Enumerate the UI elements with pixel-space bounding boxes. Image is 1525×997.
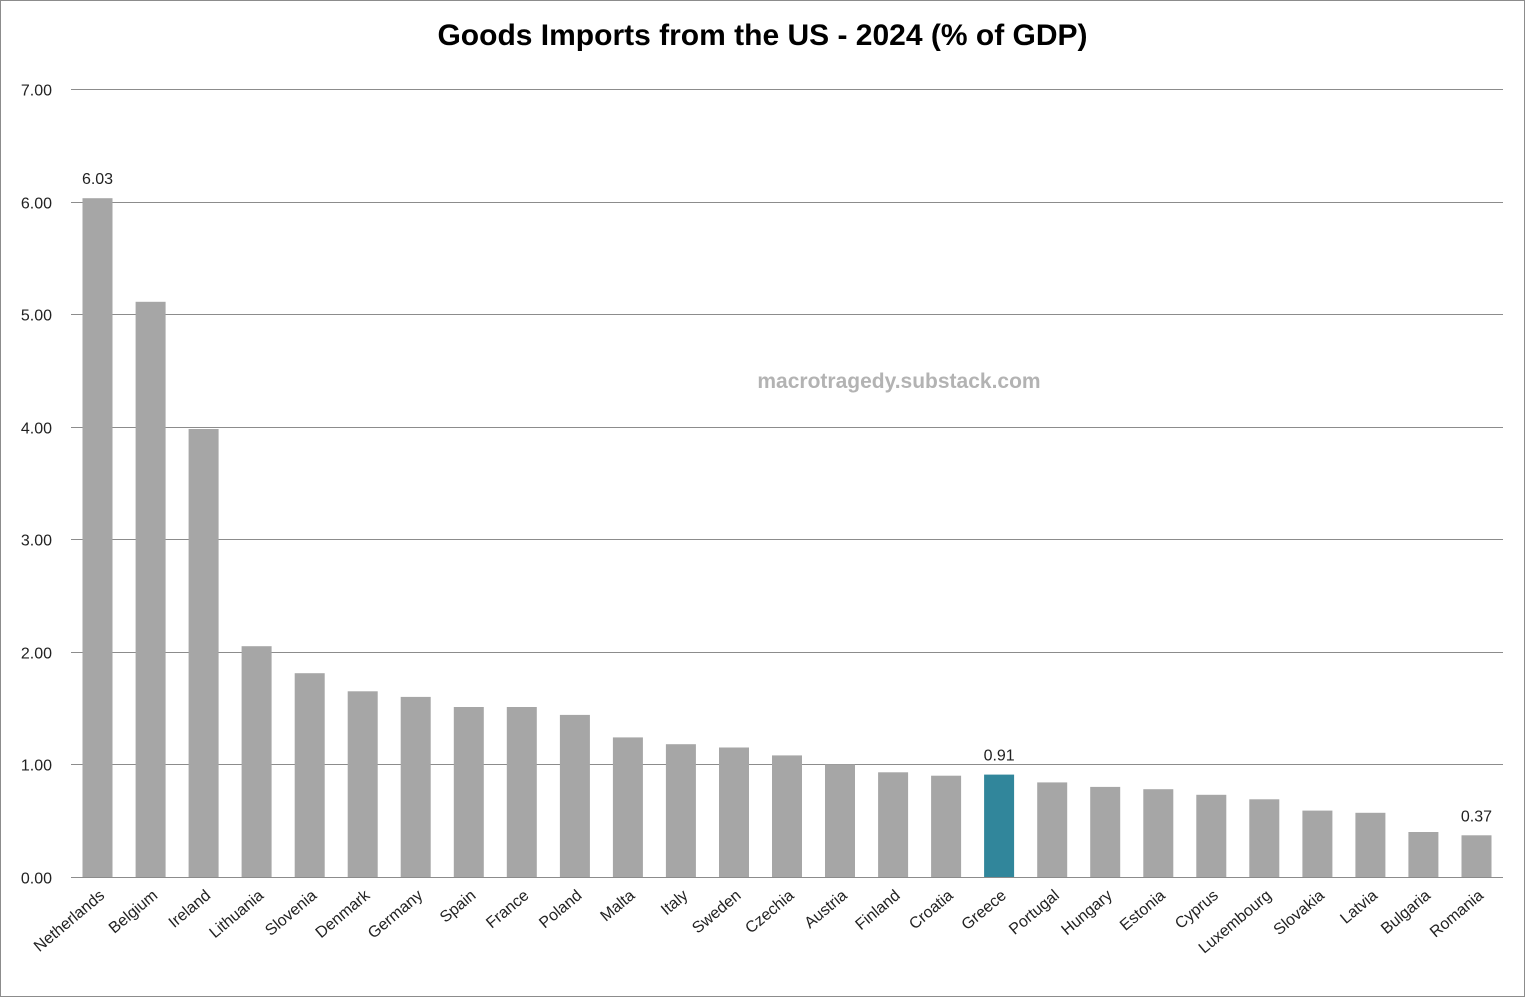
bar-slovenia (294, 673, 325, 877)
y-tick-label: 6.00 (21, 196, 52, 213)
y-tick-label: 1.00 (21, 758, 52, 775)
bar-czechia (772, 755, 802, 877)
x-tick-label: France (483, 887, 532, 932)
x-tick-label: Finland (853, 887, 904, 934)
bar-bulgaria (1408, 832, 1439, 877)
bar-italy (665, 744, 696, 877)
x-tick-label: Germany (365, 887, 426, 942)
y-tick-label: 0.00 (21, 871, 52, 888)
bar-france (506, 707, 537, 877)
bar-ireland (188, 429, 219, 877)
bar-austria (825, 764, 855, 877)
x-tick-label: Hungary (1059, 887, 1116, 939)
x-tick-label: Portugal (1006, 887, 1063, 938)
bar-hungary (1090, 786, 1121, 877)
x-tick-label: Netherlands (31, 887, 108, 955)
bar-denmark (347, 691, 378, 877)
x-tick-label: Belgium (106, 887, 161, 937)
bar-netherlands (82, 198, 113, 877)
y-tick-label: 3.00 (21, 533, 52, 550)
x-tick-label: Ireland (166, 887, 214, 931)
x-tick-label: Austria (802, 887, 851, 932)
bar-latvia (1355, 812, 1386, 877)
bar-belgium (135, 301, 166, 877)
x-tick-label: Cyprus (1172, 887, 1222, 933)
y-tick-label: 4.00 (21, 421, 52, 438)
watermark: macrotragedy.substack.com (757, 370, 1040, 393)
bar-croatia (931, 775, 962, 877)
data-label: 0.37 (1461, 808, 1492, 825)
x-tick-label: Spain (437, 887, 479, 926)
bar-greece (984, 774, 1015, 877)
x-tick-label: Italy (658, 887, 691, 919)
bar-romania (1461, 835, 1492, 877)
bar-germany (400, 696, 431, 877)
x-tick-label: Poland (536, 887, 585, 932)
x-tick-label: Estonia (1117, 887, 1169, 934)
x-tick-label: Croatia (906, 887, 957, 933)
bar-estonia (1143, 789, 1174, 877)
y-tick-label: 5.00 (21, 308, 52, 325)
bar-finland (878, 772, 909, 877)
y-tick-label: 2.00 (21, 646, 52, 663)
x-tick-label: Latvia (1337, 887, 1381, 928)
x-tick-label: Slovakia (1271, 887, 1328, 939)
data-label: 6.03 (82, 171, 113, 188)
bar-malta (612, 737, 643, 877)
bar-sweden (719, 747, 749, 877)
x-tick-label: Sweden (689, 887, 744, 937)
bar-poland (559, 714, 590, 877)
x-tick-label: Malta (598, 887, 639, 925)
x-tick-label: Denmark (313, 886, 374, 941)
data-label: 0.91 (984, 748, 1015, 765)
bar-cyprus (1196, 794, 1227, 877)
x-tick-label: Czechia (742, 887, 797, 937)
bar-portugal (1037, 782, 1068, 877)
bar-lithuania (241, 646, 272, 877)
y-tick-label: 7.00 (21, 83, 52, 100)
x-tick-label: Greece (959, 887, 1010, 934)
bar-spain (453, 707, 484, 877)
x-tick-label: Bulgaria (1378, 887, 1434, 938)
bar-slovakia (1302, 810, 1333, 877)
x-tick-label: Lithuania (207, 887, 268, 942)
x-tick-label: Romania (1427, 887, 1487, 941)
bar-luxembourg (1249, 799, 1280, 877)
x-tick-label: Slovenia (262, 887, 320, 940)
chart-title: Goods Imports from the US - 2024 (% of G… (437, 19, 1088, 52)
